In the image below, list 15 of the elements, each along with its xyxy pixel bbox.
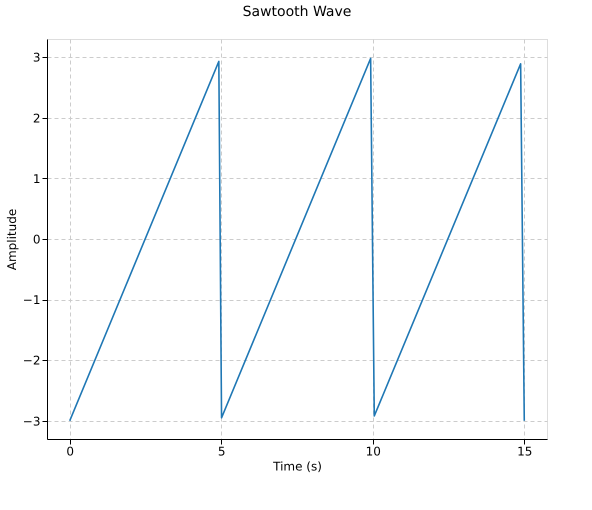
line-series xyxy=(68,58,526,422)
y-tick-label: 2 xyxy=(32,111,40,126)
x-axis-title: Time (s) xyxy=(272,460,322,474)
y-tick-label: −1 xyxy=(22,293,40,308)
y-tick-label: 0 xyxy=(32,232,40,246)
chart-title: Sawtooth Wave xyxy=(242,4,352,20)
y-tick-label: 3 xyxy=(32,50,40,65)
y-axis-title: Amplitude xyxy=(4,208,19,270)
x-tick-label: 5 xyxy=(218,444,226,458)
x-tick-label: 15 xyxy=(517,444,532,458)
y-tick-label: 1 xyxy=(32,172,40,186)
x-tick-label: 0 xyxy=(66,444,74,458)
y-tick-label: −2 xyxy=(22,354,40,368)
x-tick-label: 10 xyxy=(366,444,381,458)
y-tick-label: −3 xyxy=(22,414,40,428)
